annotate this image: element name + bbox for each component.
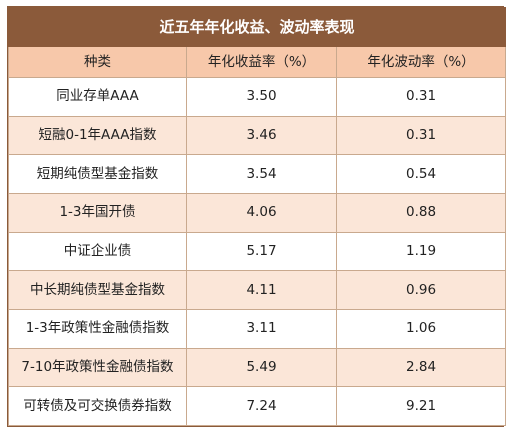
table-row: 中长期纯债型基金指数 4.11 0.96 [8, 270, 507, 310]
table-row: 1-3年政策性金融债指数 3.11 1.06 [8, 308, 507, 349]
header-row: 种类 年化收益率（%） 年化波动率（%） [8, 46, 507, 78]
row-return-cell: 5.17 [186, 231, 337, 272]
data-table: 近五年年化收益、波动率表现 种类 年化收益率（%） 年化波动率（%） 同业存单A… [7, 7, 507, 426]
title-row: 近五年年化收益、波动率表现 [7, 7, 507, 47]
table-row: 短期纯债型基金指数 3.54 0.54 [8, 154, 507, 194]
row-name-cell: 1-3年政策性金融债指数 [8, 308, 187, 349]
row-return-cell: 3.46 [186, 115, 337, 156]
row-name-cell: 同业存单AAA [8, 77, 187, 117]
table-row: 同业存单AAA 3.50 0.31 [8, 77, 507, 117]
column-header-return: 年化收益率（%） [186, 46, 337, 78]
row-name-cell: 中长期纯债型基金指数 [8, 270, 187, 310]
row-volatility-cell: 0.96 [335, 270, 507, 310]
row-volatility-cell: 0.88 [335, 192, 507, 233]
row-return-cell: 3.11 [186, 308, 337, 349]
row-name-cell: 中证企业债 [8, 231, 187, 272]
row-return-cell: 3.50 [186, 77, 337, 117]
row-name-cell: 短期纯债型基金指数 [8, 154, 187, 194]
table-row: 中证企业债 5.17 1.19 [8, 231, 507, 272]
row-return-cell: 7.24 [186, 386, 337, 426]
table-row: 7-10年政策性金融债指数 5.49 2.84 [8, 347, 507, 388]
row-volatility-cell: 1.19 [335, 231, 507, 272]
row-name-cell: 7-10年政策性金融债指数 [8, 347, 187, 388]
row-volatility-cell: 0.31 [335, 77, 507, 117]
row-volatility-cell: 1.06 [335, 308, 507, 349]
row-name-cell: 可转债及可交换债券指数 [8, 386, 187, 426]
row-name-cell: 短融0-1年AAA指数 [8, 115, 187, 156]
table-row: 1-3年国开债 4.06 0.88 [8, 192, 507, 233]
table-title: 近五年年化收益、波动率表现 [7, 7, 507, 47]
row-name-cell: 1-3年国开债 [8, 192, 187, 233]
row-return-cell: 4.11 [186, 270, 337, 310]
row-return-cell: 3.54 [186, 154, 337, 194]
row-volatility-cell: 0.31 [335, 115, 507, 156]
row-volatility-cell: 0.54 [335, 154, 507, 194]
performance-table: 近五年年化收益、波动率表现 种类 年化收益率（%） 年化波动率（%） 同业存单A… [7, 6, 507, 427]
column-header-volatility: 年化波动率（%） [335, 46, 507, 78]
row-return-cell: 5.49 [186, 347, 337, 388]
table-row: 短融0-1年AAA指数 3.46 0.31 [8, 115, 507, 156]
table-row: 可转债及可交换债券指数 7.24 9.21 [8, 386, 507, 426]
row-volatility-cell: 9.21 [335, 386, 507, 426]
column-header-type: 种类 [8, 46, 187, 78]
row-return-cell: 4.06 [186, 192, 337, 233]
table-body: 同业存单AAA 3.50 0.31 短融0-1年AAA指数 3.46 0.31 短期纯债型基… [8, 77, 507, 426]
row-volatility-cell: 2.84 [335, 347, 507, 388]
